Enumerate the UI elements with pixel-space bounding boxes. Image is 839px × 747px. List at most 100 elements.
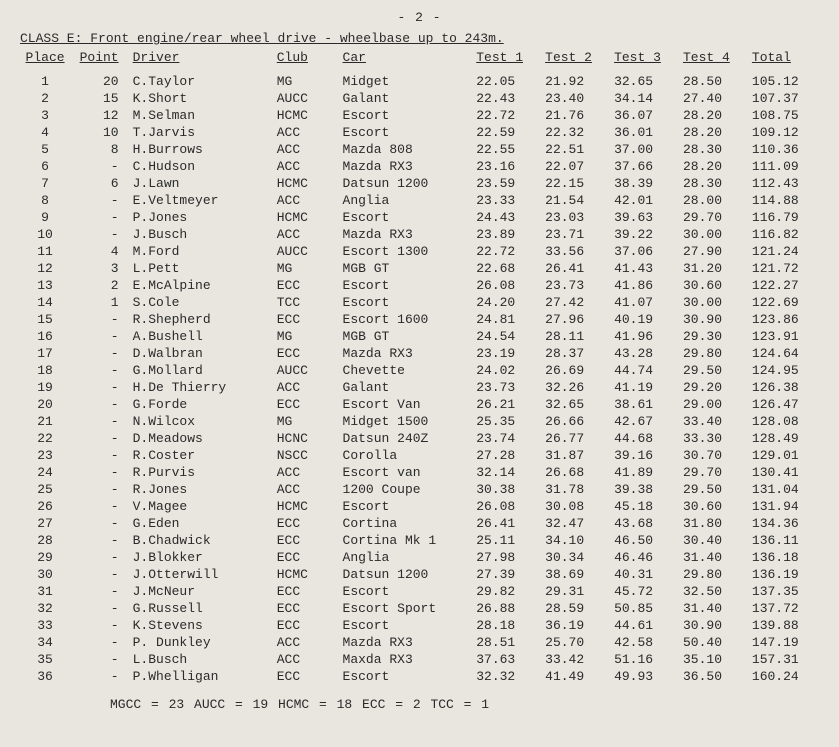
cell-point: - [70, 209, 128, 226]
cell-driver: A.Bushell [129, 328, 273, 345]
cell-test2: 25.70 [541, 634, 610, 651]
cell-total: 124.95 [748, 362, 819, 379]
cell-test2: 23.73 [541, 277, 610, 294]
cell-test2: 22.15 [541, 175, 610, 192]
cell-test3: 39.38 [610, 481, 679, 498]
cell-driver: G.Forde [129, 396, 273, 413]
cell-driver: C.Taylor [129, 73, 273, 90]
table-row: 19-H.De ThierryACCGalant23.7332.2641.192… [20, 379, 819, 396]
cell-total: 108.75 [748, 107, 819, 124]
cell-club: AUCC [273, 362, 339, 379]
cell-place: 24 [20, 464, 70, 481]
cell-total: 136.19 [748, 566, 819, 583]
table-row: 34-P. DunkleyACCMazda RX328.5125.7042.58… [20, 634, 819, 651]
cell-test1: 24.43 [472, 209, 541, 226]
cell-total: 131.94 [748, 498, 819, 515]
cell-test4: 30.40 [679, 532, 748, 549]
footer-summary: MGCC = 23 AUCC = 19 HCMC = 18 ECC = 2 TC… [110, 697, 819, 712]
cell-test3: 39.22 [610, 226, 679, 243]
cell-test3: 37.06 [610, 243, 679, 260]
cell-place: 31 [20, 583, 70, 600]
cell-test4: 30.00 [679, 294, 748, 311]
cell-test1: 23.89 [472, 226, 541, 243]
cell-place: 13 [20, 277, 70, 294]
cell-test1: 23.59 [472, 175, 541, 192]
cell-club: AUCC [273, 90, 339, 107]
col-club: Club [273, 48, 339, 73]
cell-point: 8 [70, 141, 128, 158]
cell-test3: 34.14 [610, 90, 679, 107]
cell-place: 15 [20, 311, 70, 328]
cell-test3: 44.61 [610, 617, 679, 634]
cell-test2: 21.76 [541, 107, 610, 124]
cell-place: 3 [20, 107, 70, 124]
cell-total: 110.36 [748, 141, 819, 158]
cell-club: ACC [273, 158, 339, 175]
cell-total: 134.36 [748, 515, 819, 532]
cell-point: - [70, 498, 128, 515]
cell-driver: D.Walbran [129, 345, 273, 362]
cell-driver: B.Chadwick [129, 532, 273, 549]
cell-test4: 30.90 [679, 617, 748, 634]
cell-point: - [70, 345, 128, 362]
cell-test4: 28.20 [679, 107, 748, 124]
table-row: 123L.PettMGMGB GT22.6826.4141.4331.20121… [20, 260, 819, 277]
col-car: Car [339, 48, 473, 73]
cell-total: 129.01 [748, 447, 819, 464]
cell-club: ACC [273, 124, 339, 141]
cell-club: HCMC [273, 175, 339, 192]
cell-car: Escort [339, 209, 473, 226]
cell-driver: L.Pett [129, 260, 273, 277]
cell-driver: V.Magee [129, 498, 273, 515]
cell-total: 147.19 [748, 634, 819, 651]
cell-club: AUCC [273, 243, 339, 260]
cell-test2: 22.07 [541, 158, 610, 175]
cell-point: - [70, 447, 128, 464]
cell-test1: 28.51 [472, 634, 541, 651]
cell-test2: 21.92 [541, 73, 610, 90]
cell-test3: 46.46 [610, 549, 679, 566]
cell-point: - [70, 192, 128, 209]
cell-driver: R.Purvis [129, 464, 273, 481]
cell-test4: 29.50 [679, 481, 748, 498]
table-row: 15-R.ShepherdECCEscort 160024.8127.9640.… [20, 311, 819, 328]
cell-test4: 29.70 [679, 209, 748, 226]
cell-test4: 35.10 [679, 651, 748, 668]
cell-car: Datsun 1200 [339, 175, 473, 192]
cell-test3: 51.16 [610, 651, 679, 668]
cell-point: - [70, 226, 128, 243]
table-row: 8-E.VeltmeyerACCAnglia23.3321.5442.0128.… [20, 192, 819, 209]
cell-test3: 39.16 [610, 447, 679, 464]
table-row: 23-R.CosterNSCCCorolla27.2831.8739.1630.… [20, 447, 819, 464]
cell-test4: 28.20 [679, 158, 748, 175]
cell-place: 12 [20, 260, 70, 277]
cell-place: 26 [20, 498, 70, 515]
cell-club: ECC [273, 668, 339, 685]
cell-test1: 26.08 [472, 498, 541, 515]
cell-test1: 24.20 [472, 294, 541, 311]
cell-point: - [70, 379, 128, 396]
cell-point: - [70, 464, 128, 481]
cell-point: 10 [70, 124, 128, 141]
table-row: 312M.SelmanHCMCEscort22.7221.7636.0728.2… [20, 107, 819, 124]
cell-test1: 37.63 [472, 651, 541, 668]
cell-car: Escort Van [339, 396, 473, 413]
table-row: 24-R.PurvisACCEscort van32.1426.6841.892… [20, 464, 819, 481]
table-row: 30-J.OtterwillHCMCDatsun 120027.3938.694… [20, 566, 819, 583]
cell-place: 14 [20, 294, 70, 311]
cell-place: 32 [20, 600, 70, 617]
cell-point: - [70, 158, 128, 175]
cell-total: 107.37 [748, 90, 819, 107]
cell-car: Maxda RX3 [339, 651, 473, 668]
cell-test3: 43.28 [610, 345, 679, 362]
cell-car: Escort 1600 [339, 311, 473, 328]
cell-car: Anglia [339, 192, 473, 209]
cell-test3: 44.74 [610, 362, 679, 379]
cell-test2: 32.47 [541, 515, 610, 532]
cell-test2: 38.69 [541, 566, 610, 583]
cell-test2: 21.54 [541, 192, 610, 209]
table-row: 29-J.BlokkerECCAnglia27.9830.3446.4631.4… [20, 549, 819, 566]
cell-place: 18 [20, 362, 70, 379]
cell-car: Escort van [339, 464, 473, 481]
cell-test4: 30.00 [679, 226, 748, 243]
